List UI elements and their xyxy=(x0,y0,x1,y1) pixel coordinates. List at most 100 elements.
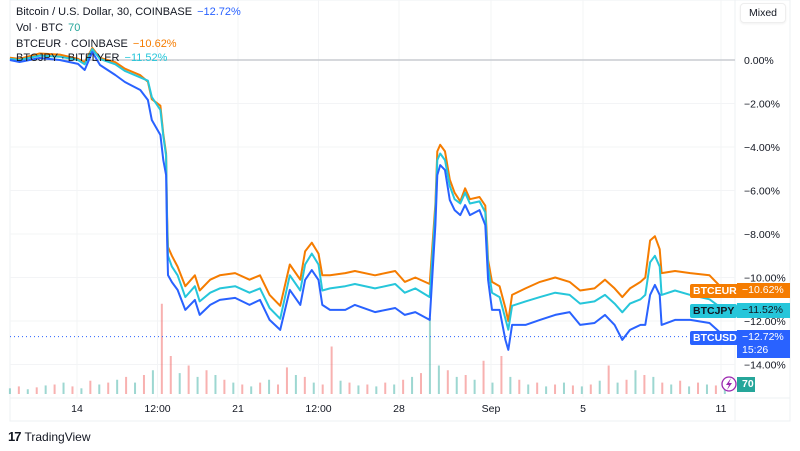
volume-bar xyxy=(536,382,539,394)
bar-countdown: 15:26 xyxy=(742,344,769,356)
btcjpy-symbol-tag: BTCJPY xyxy=(690,304,738,318)
volume-bar xyxy=(321,384,324,394)
volume-bar xyxy=(294,375,297,394)
volume-bar xyxy=(8,388,11,394)
legend-volume[interactable]: Vol · BTC 70 xyxy=(16,21,85,35)
price-tick-label: −8.00% xyxy=(744,229,780,241)
volume-bar xyxy=(482,360,485,394)
volume-bar xyxy=(562,382,565,394)
volume-bar xyxy=(62,382,65,394)
volume-bar xyxy=(464,375,467,394)
volume-bar xyxy=(312,382,315,394)
volume-bar xyxy=(375,386,378,394)
volume-bar xyxy=(554,384,557,394)
btcusd-price-value: −12.72% xyxy=(742,331,784,343)
volume-bar xyxy=(643,375,646,394)
btcjpy-change: −11.52% xyxy=(124,52,168,64)
volume-bar xyxy=(53,384,56,394)
chart-frame xyxy=(9,0,791,422)
volume-bar xyxy=(419,373,422,394)
volume-bar xyxy=(98,384,101,394)
volume-bar xyxy=(571,385,574,394)
price-tick-label: −2.00% xyxy=(744,99,780,111)
volume-bar xyxy=(259,382,262,394)
price-axis[interactable]: 0.00% −2.00% −4.00% −6.00% −8.00% −10.00% −12.… xyxy=(744,55,786,372)
brand-name: TradingView xyxy=(24,429,91,444)
volume-bar xyxy=(491,382,494,394)
volume-bar xyxy=(303,376,306,394)
main-symbol-title: Bitcoin / U.S. Dollar, 30, COINBASE xyxy=(16,6,193,18)
series-lines xyxy=(9,47,726,351)
volume-bar xyxy=(589,384,592,394)
volume-bar xyxy=(348,382,351,394)
btceur-price-tag: −10.62% xyxy=(737,283,790,298)
volume-bar xyxy=(223,379,226,394)
volume-bar xyxy=(268,379,271,394)
volume-bar xyxy=(661,382,664,394)
volume-bar xyxy=(545,386,548,394)
volume-tag: 70 xyxy=(737,377,755,392)
volume-bar xyxy=(71,386,74,394)
volume-bar xyxy=(518,379,521,394)
volume-bar xyxy=(411,376,414,394)
volume-bar xyxy=(196,376,199,394)
volume-bar xyxy=(384,382,387,394)
btceur-change: −10.62% xyxy=(132,38,177,50)
price-tick-label: −14.00% xyxy=(744,360,786,372)
volume-bar xyxy=(178,373,181,394)
volume-bar xyxy=(169,356,172,394)
volume-bar xyxy=(428,318,431,394)
volume-bar xyxy=(330,346,333,394)
volume-bar xyxy=(285,367,288,394)
volume-bar xyxy=(616,382,619,394)
price-tick-label: 0.00% xyxy=(744,55,774,67)
volume-bar xyxy=(607,365,610,394)
volume-bar xyxy=(500,356,503,394)
price-tick-label: −10.00% xyxy=(744,273,786,285)
volume-bar xyxy=(80,388,83,394)
price-tick-label: −4.00% xyxy=(744,142,780,154)
series-line-btcjpy xyxy=(9,48,726,331)
btceur-title: BTCEUR · COINBASE xyxy=(16,38,128,50)
volume-bar xyxy=(714,385,717,394)
volume-bar xyxy=(125,376,128,394)
btcusd-price-tag: −12.72% 15:26 xyxy=(737,330,790,358)
scale-mode-button[interactable]: Mixed xyxy=(740,3,786,23)
volume-bar xyxy=(527,384,530,394)
volume-bar xyxy=(473,379,476,394)
time-tick-label: 11 xyxy=(716,403,727,415)
legend-main[interactable]: Bitcoin / U.S. Dollar, 30, COINBASE −12.7… xyxy=(16,5,246,19)
volume-bar xyxy=(652,376,655,394)
time-tick-label: 21 xyxy=(232,403,244,415)
volume-bar xyxy=(89,380,92,394)
volume-bar xyxy=(116,379,119,394)
main-change: −12.72% xyxy=(197,6,241,18)
volume-bar xyxy=(393,384,396,394)
time-tick-label: 12:00 xyxy=(305,403,331,415)
btcjpy-price-tag: −11.52% xyxy=(737,303,790,318)
legend-btcjpy[interactable]: BTCJPY · BITFLYER −11.52% xyxy=(16,51,172,65)
tradingview-logo-icon: 17 xyxy=(8,429,22,444)
volume-bar xyxy=(107,382,110,394)
lightning-bolt-icon[interactable] xyxy=(721,376,737,392)
volume-bar xyxy=(705,384,708,394)
legend-btceur[interactable]: BTCEUR · COINBASE −10.62% xyxy=(16,37,182,51)
time-tick-label: 14 xyxy=(71,403,83,415)
btcjpy-title: BTCJPY · BITFLYER xyxy=(16,52,120,64)
volume-bar xyxy=(580,386,583,394)
volume-bar xyxy=(670,384,673,394)
time-tick-label: Sep xyxy=(482,403,501,415)
btceur-symbol-tag: BTCEUR xyxy=(690,284,740,298)
tradingview-brand[interactable]: 17 TradingView xyxy=(8,429,91,444)
volume-bar xyxy=(214,375,217,394)
time-axis[interactable]: 14 12:00 21 12:00 28 Sep 5 11 xyxy=(71,403,726,415)
volume-bar xyxy=(241,384,244,394)
volume-bar xyxy=(44,385,47,394)
volume-bar xyxy=(134,382,137,394)
volume-bar xyxy=(205,370,208,394)
volume-bar xyxy=(625,379,628,394)
volume-bar xyxy=(250,386,253,394)
volume-bar xyxy=(402,379,405,394)
btcusd-symbol-tag: BTCUSD xyxy=(690,331,740,345)
